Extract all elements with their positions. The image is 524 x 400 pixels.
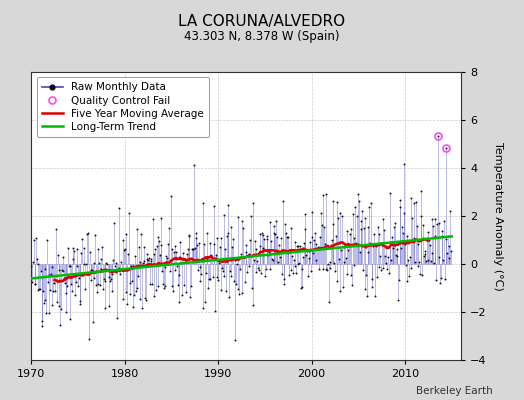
- Legend: Raw Monthly Data, Quality Control Fail, Five Year Moving Average, Long-Term Tren: Raw Monthly Data, Quality Control Fail, …: [37, 77, 209, 137]
- Text: 43.303 N, 8.378 W (Spain): 43.303 N, 8.378 W (Spain): [184, 30, 340, 43]
- Y-axis label: Temperature Anomaly (°C): Temperature Anomaly (°C): [493, 142, 504, 290]
- Text: Berkeley Earth: Berkeley Earth: [416, 386, 493, 396]
- Text: LA CORUNA/ALVEDRO: LA CORUNA/ALVEDRO: [179, 14, 345, 29]
